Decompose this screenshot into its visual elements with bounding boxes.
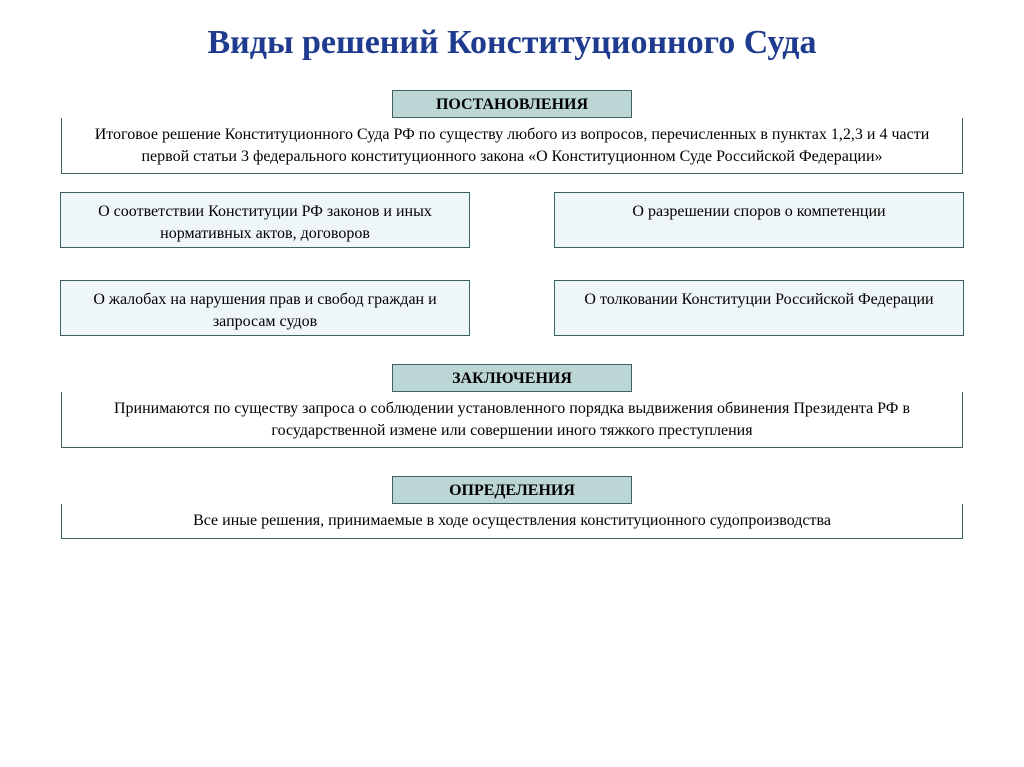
section-header-zaklyucheniya: ЗАКЛЮЧЕНИЯ bbox=[392, 364, 632, 392]
postanovleniya-row-1: О соответствии Конституции РФ законов и … bbox=[0, 192, 1024, 248]
cell-compliance: О соответствии Конституции РФ законов и … bbox=[60, 192, 470, 248]
section-header-opredeleniya: ОПРЕДЕЛЕНИЯ bbox=[392, 476, 632, 504]
section-header-postanovleniya: ПОСТАНОВЛЕНИЯ bbox=[392, 90, 632, 118]
cell-complaints: О жалобах на нарушения прав и свобод гра… bbox=[60, 280, 470, 336]
section-desc-postanovleniya: Итоговое решение Конституционного Суда Р… bbox=[61, 118, 963, 174]
cell-disputes: О разрешении споров о компетенции bbox=[554, 192, 964, 248]
section-desc-zaklyucheniya: Принимаются по существу запроса о соблюд… bbox=[61, 392, 963, 448]
cell-interpretation: О толковании Конституции Российской Феде… bbox=[554, 280, 964, 336]
page-title: Виды решений Конституционного Суда bbox=[0, 0, 1024, 90]
postanovleniya-row-2: О жалобах на нарушения прав и свобод гра… bbox=[0, 280, 1024, 336]
section-desc-opredeleniya: Все иные решения, принимаемые в ходе осу… bbox=[61, 504, 963, 539]
